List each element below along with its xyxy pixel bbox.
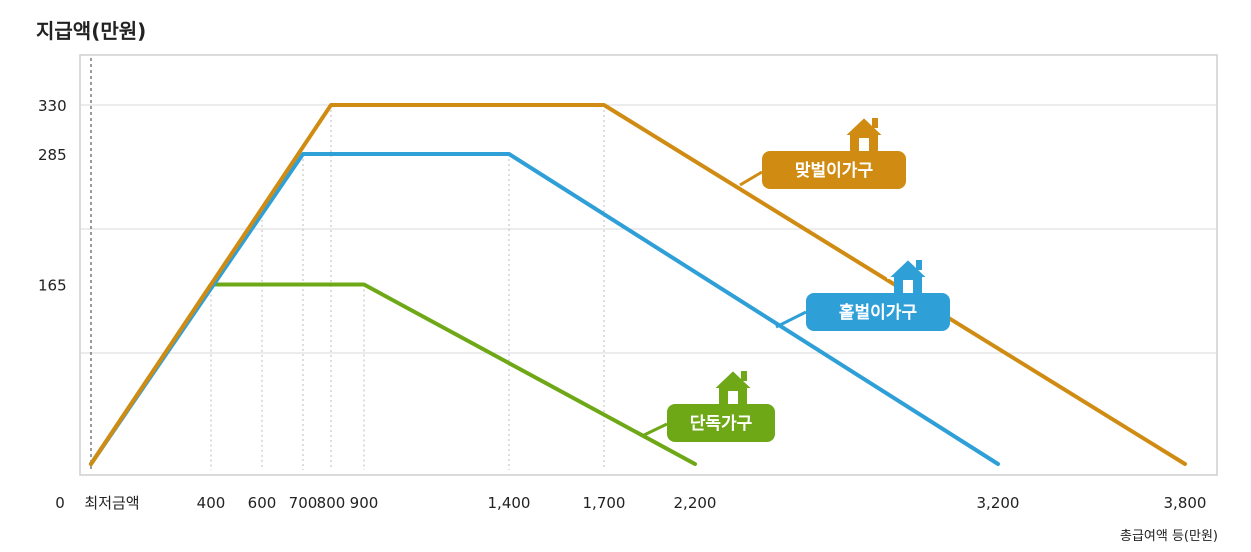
series-lines: [89, 103, 1187, 466]
x-tick-label: 1,400: [488, 494, 531, 512]
legend-label: 맞벌이가구: [795, 161, 874, 181]
y-tick-labels: 165 285 330: [38, 97, 67, 295]
x-tick-label: 2,200: [674, 494, 717, 512]
house-icon: [843, 116, 885, 151]
x-tick-label: 400: [197, 494, 226, 512]
y-tick-label: 165: [38, 277, 67, 295]
legend-badge-bg: [762, 151, 906, 189]
house-icon: [712, 369, 754, 404]
x-axis-label: 총급여액 등(만원): [1120, 529, 1218, 544]
x-guides: [210, 105, 605, 470]
legend-leader: [641, 422, 668, 438]
legend-badge-bg: [806, 293, 950, 331]
x-tick-label: 600: [248, 494, 277, 512]
x-tick-label: 1,700: [583, 494, 626, 512]
x-tick-label: 최저금액: [84, 494, 139, 512]
legend-label: 홑벌이가구: [839, 302, 918, 323]
x-tick-label: 3,800: [1164, 494, 1207, 512]
x-tick-label: 900: [350, 494, 379, 512]
legend-badge-bg: [667, 404, 775, 442]
y-tick-label: 285: [38, 146, 67, 164]
x-tick-labels: 0 최저금액 400 600 700 800 900 1,400 1,700 2,200 3,200…: [55, 494, 1206, 512]
chart-title: 지급액(만원): [36, 19, 146, 43]
y-tick-label: 330: [38, 97, 67, 115]
plot-frame: [79, 54, 1218, 476]
x-tick-label: 700: [289, 494, 318, 512]
gridlines: [80, 104, 1217, 354]
legend-label: 단독가구: [690, 414, 753, 434]
legend-leader: [775, 310, 807, 329]
x-tick-label: 3,200: [977, 494, 1020, 512]
house-icon: [887, 258, 929, 293]
legend-leader: [739, 170, 763, 187]
x-tick-label: 0: [55, 494, 65, 512]
x-tick-label: 800: [317, 494, 346, 512]
